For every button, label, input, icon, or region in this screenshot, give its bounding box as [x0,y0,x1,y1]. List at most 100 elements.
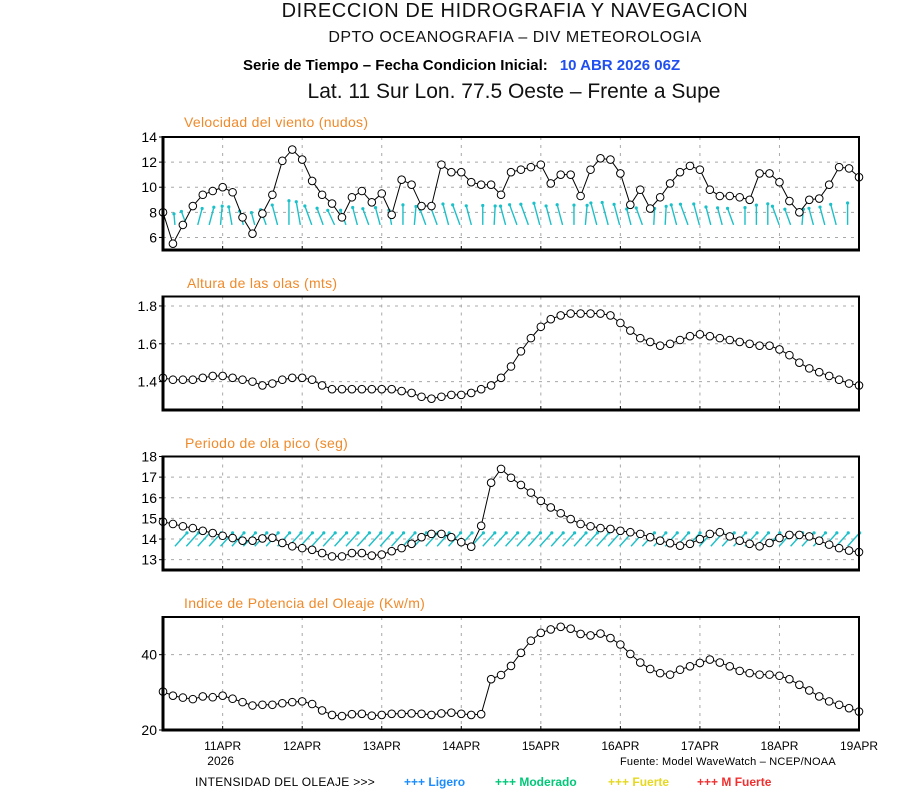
wind-direction-arrow [544,204,552,226]
data-point [795,358,804,368]
data-point [506,661,516,671]
y-tick-label: 20 [141,722,157,738]
panel-wind-speed: 6 8 10 12 14 [141,129,864,252]
wind-direction-arrow [664,204,668,225]
data-point [596,523,605,533]
wave-direction-arrow [584,531,600,547]
data-point [645,664,655,674]
data-point [536,322,546,332]
arrow-shaft [173,213,176,225]
data-point [665,670,675,679]
arrow-head-icon [310,531,314,535]
data-point [307,176,317,186]
data-point [407,388,416,398]
arrow-shaft [607,532,621,547]
wave-direction-arrow [391,531,406,547]
data-point [496,670,506,680]
arrow-shaft [352,207,359,226]
arrow-head-icon [373,206,378,210]
data-point [278,375,287,385]
init-date: 10 ABR 2026 06Z [559,57,681,74]
data-point [586,631,595,640]
wave-direction-arrow [345,531,360,547]
wind-direction-arrow [692,202,701,226]
arrow-shaft [402,532,416,547]
data-point [168,519,178,529]
arrow-shaft [295,201,302,226]
wave-direction-arrow [482,531,497,547]
data-point [258,209,267,218]
data-point [785,196,794,206]
arrow-head-icon [172,212,176,216]
arrow-shaft [208,207,215,226]
series-line [162,626,860,717]
data-point [795,680,804,690]
series-label: Serie de Tiempo – Fecha Condicion Inicia… [243,57,548,74]
data-point [297,155,307,164]
wave-direction-arrow [311,531,326,547]
data-point [427,201,436,211]
wave-direction-arrow [322,531,337,547]
data-point [268,700,277,710]
arrow-head-icon [716,206,720,210]
arrow-head-icon [276,531,280,535]
arrow-shaft [219,206,223,225]
data-point [834,700,844,710]
wave-direction-arrow [356,531,371,547]
data-point [456,709,466,719]
arrow-head-icon [451,203,455,207]
data-point [765,670,774,679]
wind-direction-arrow [634,206,644,226]
arrow-shaft [499,205,507,226]
data-point [506,473,516,483]
arrow-head-icon [315,206,319,210]
data-point [347,192,357,202]
wind-direction-arrow [572,203,576,225]
data-point [178,375,188,385]
data-point [437,160,446,169]
data-point [447,167,456,177]
arrow-shaft [379,532,393,547]
arrow-head-icon [493,204,497,208]
arrow-shaft [374,207,381,226]
data-point [218,691,227,701]
data-point [775,345,784,354]
arrow-shaft [419,209,427,226]
data-point [814,367,824,377]
arrow-shaft [596,532,610,547]
data-point [824,540,834,549]
arrow-head-icon [414,204,418,209]
data-point [427,394,436,403]
y-tick-label: 13 [141,552,157,568]
arrow-shaft [311,532,325,547]
arrow-head-icon [829,202,833,206]
x-tick-label: 12APR [283,739,321,753]
arrow-head-icon [572,203,576,207]
data-point [327,384,337,394]
data-point [407,180,416,190]
data-point [486,381,496,390]
wind-direction-arrow [754,203,758,225]
arrow-head-icon [687,531,691,535]
arrow-head-icon [200,206,204,211]
arrow-shaft [452,204,461,226]
data-point [844,546,854,555]
data-point [576,309,585,318]
data-point [626,649,635,659]
data-point [208,371,218,381]
arrow-shaft [545,205,552,226]
data-point [626,527,635,537]
data-point [238,536,247,545]
arrow-head-icon [401,203,405,207]
wave-direction-arrow [539,531,554,547]
data-point [278,538,287,548]
data-point [228,694,237,704]
arrow-shaft [520,204,530,226]
data-point [287,541,297,551]
data-point [407,709,416,718]
data-point [685,161,695,171]
data-point [755,670,764,679]
data-point [248,701,257,710]
arrow-shaft [550,532,564,547]
data-point [377,189,387,198]
